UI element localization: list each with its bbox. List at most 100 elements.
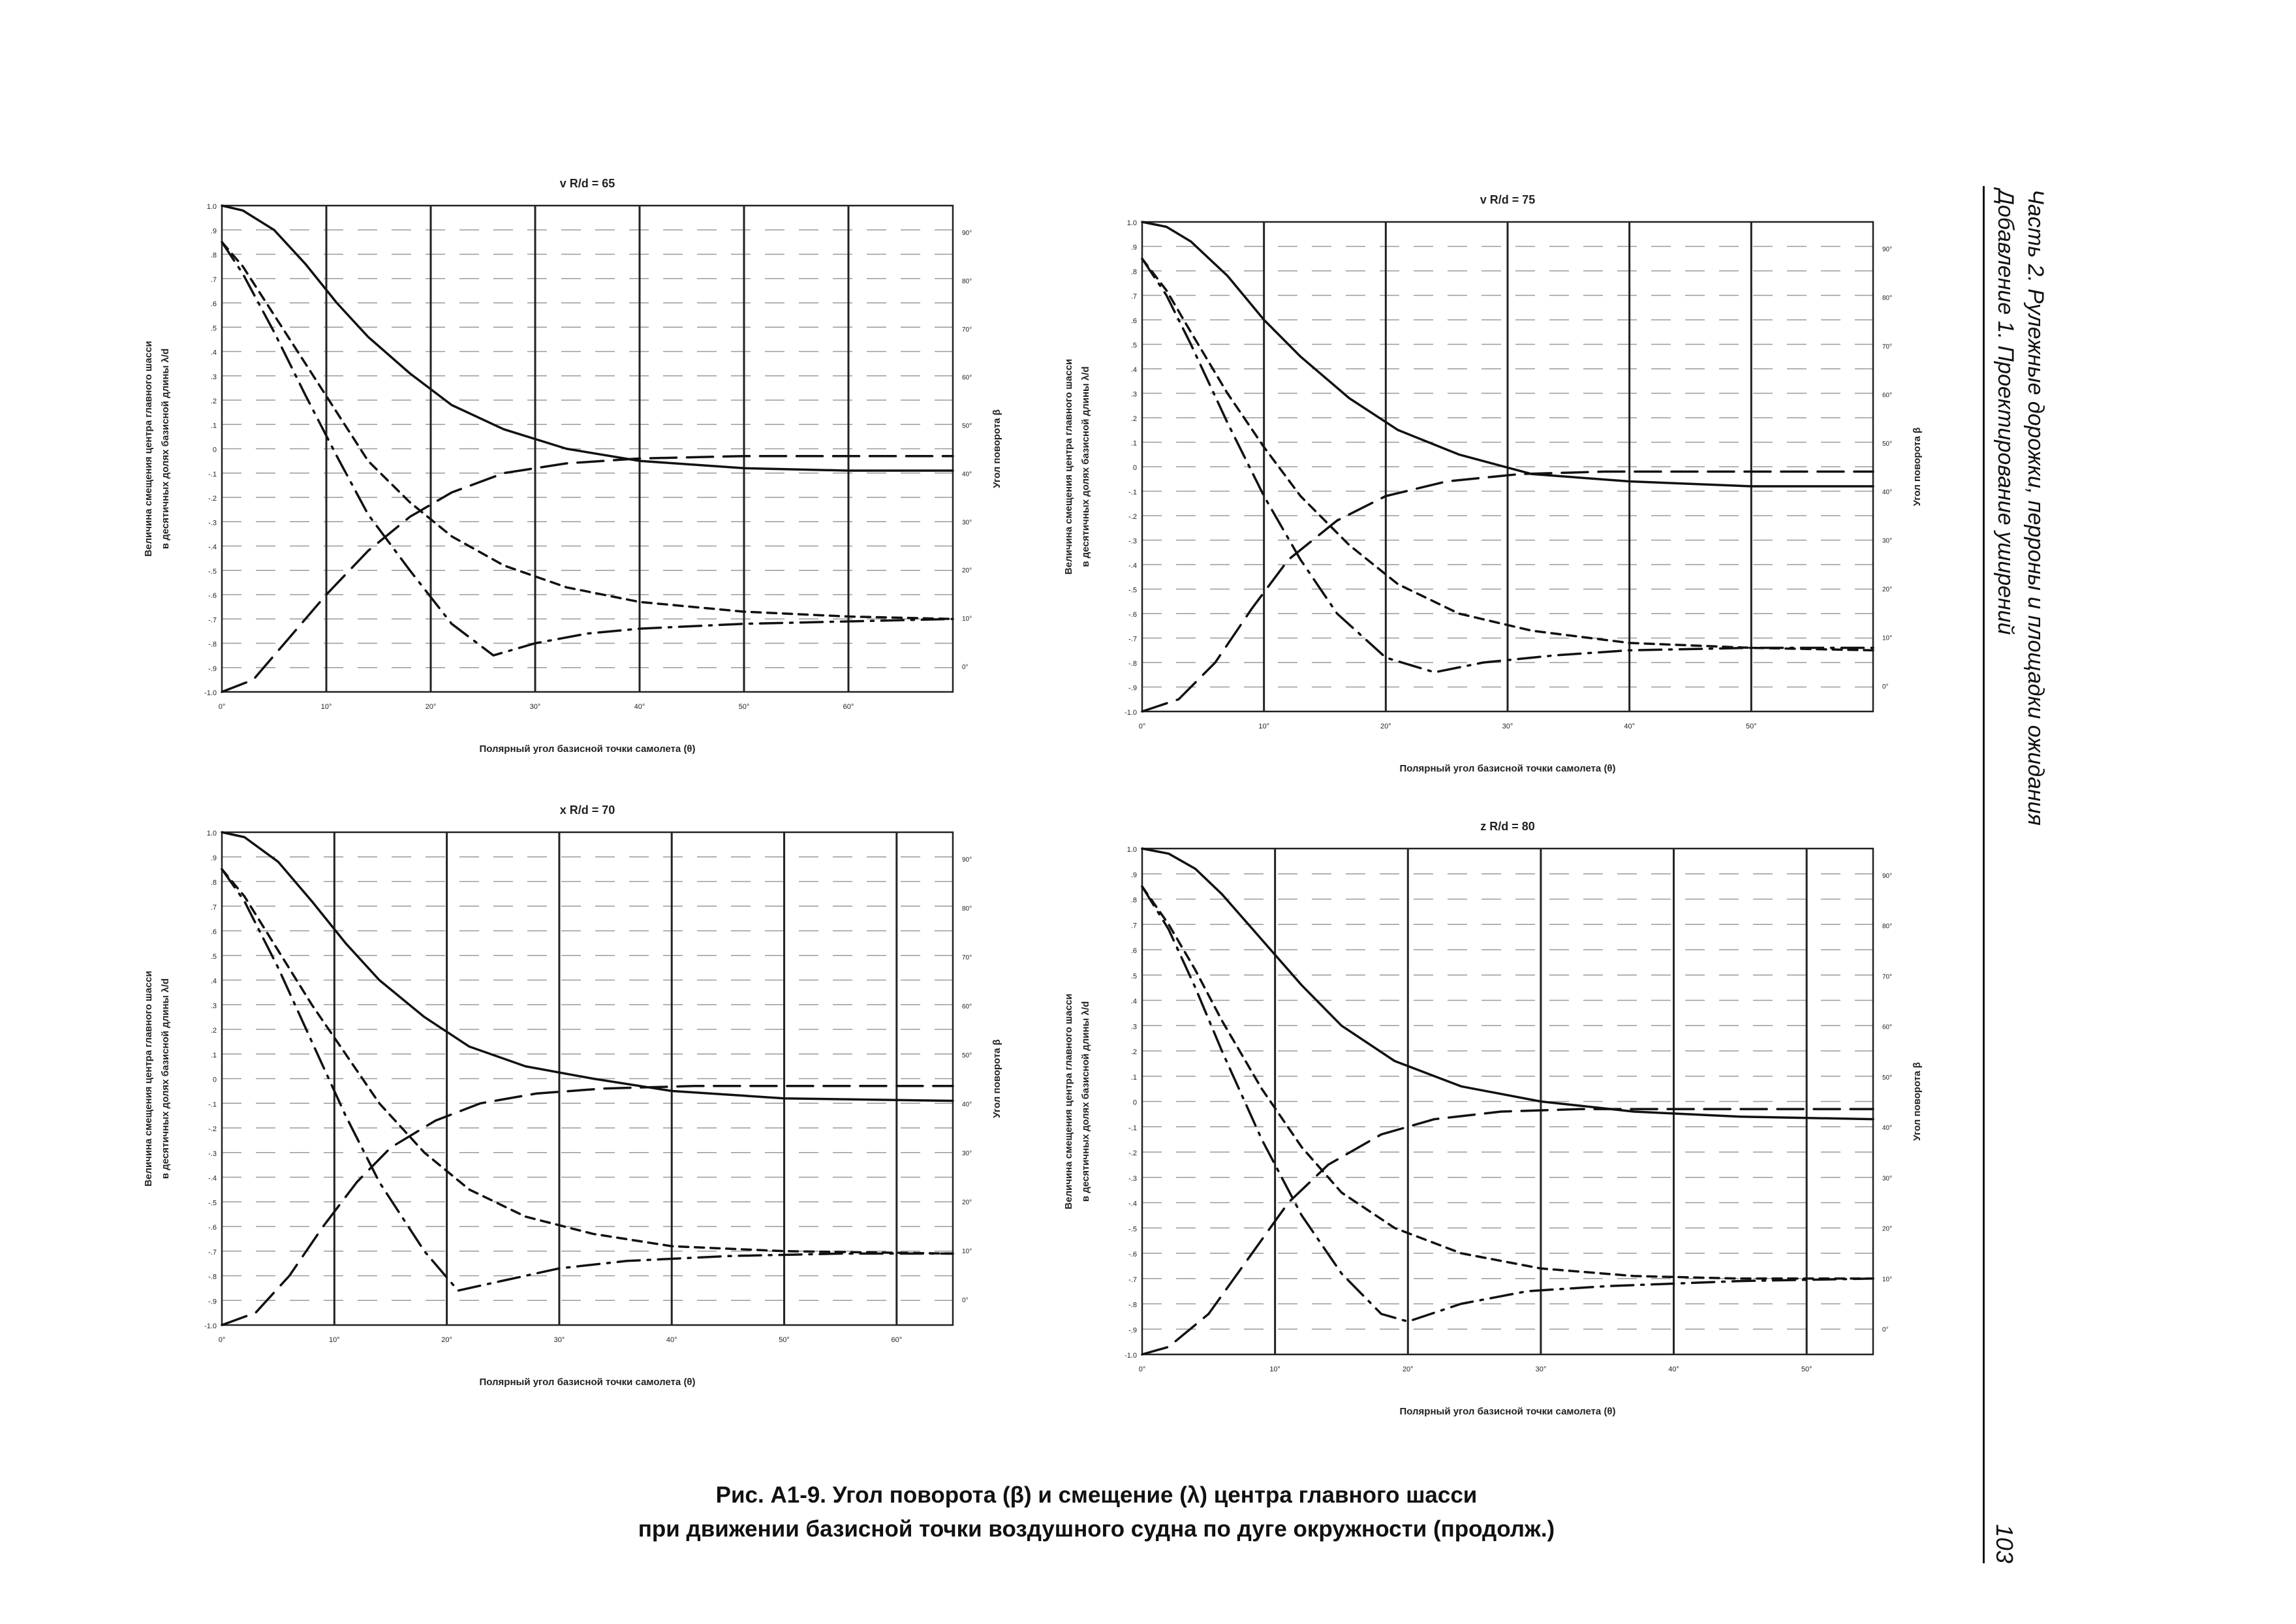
series-line-dashed-long <box>221 454 954 693</box>
y-tick-label: .3 <box>211 1002 217 1010</box>
x-tick-label: 0° <box>1139 723 1146 730</box>
y-tick-label: -.6 <box>208 1224 217 1232</box>
y-tick-label: .1 <box>1131 1074 1137 1082</box>
y2-tick-label: 60° <box>1882 392 1892 399</box>
x-tick-label: 50° <box>739 703 750 711</box>
y-tick-label: .4 <box>1131 366 1137 374</box>
x-tick-label: 50° <box>779 1336 790 1344</box>
y2-tick-label: 10° <box>962 1248 972 1255</box>
y-tick-label: -.3 <box>1128 1175 1137 1183</box>
x-tick-label: 40° <box>1624 723 1635 730</box>
y2-tick-label: 90° <box>962 230 972 237</box>
y-tick-label: -.2 <box>1128 513 1137 521</box>
x-tick-label: 40° <box>634 703 645 711</box>
y-tick-label: .8 <box>1131 897 1137 905</box>
y2-tick-label: 90° <box>1882 246 1892 253</box>
y2-axis-label: Угол поворота β <box>991 1039 1002 1118</box>
y2-tick-label: 30° <box>1882 1175 1892 1182</box>
plot-frame <box>1141 221 1874 713</box>
y2-tick-label: 0° <box>1882 1326 1889 1334</box>
y-axis-label-line-1: Величина смещения центра главного шасси <box>143 971 154 1186</box>
y-tick-label: 0 <box>213 446 217 454</box>
y2-tick-label: 80° <box>962 905 972 913</box>
page-number: 103 <box>1991 1524 2018 1564</box>
figure-caption: Рис. А1-9. Угол поворота (β) и смещение … <box>365 1478 1827 1546</box>
x-tick-label: 10° <box>321 703 332 711</box>
y-tick-label: -.9 <box>208 1298 217 1305</box>
y-tick-label: -.4 <box>208 1175 217 1183</box>
x-tick-label: 10° <box>329 1336 340 1344</box>
y2-tick-label: 80° <box>962 278 972 285</box>
y-tick-label: .9 <box>1131 871 1137 879</box>
y2-tick-label: 50° <box>1882 441 1892 448</box>
y-tick-label: .7 <box>1131 922 1137 929</box>
plot-frame <box>1141 847 1874 1356</box>
y-tick-label: .5 <box>1131 973 1137 980</box>
chart-2: 1.0 .9 .8 .7 .6 .5 .4 .3 .2 .1 0 -.1 -.2 -.3 -.4 -.5 -.6… <box>1063 193 1923 774</box>
y-tick-label: -.9 <box>1128 1326 1137 1334</box>
series-line-dash-dot <box>221 241 954 657</box>
chart-title: v R/d = 75 <box>1480 193 1536 206</box>
y-tick-label: -.9 <box>1128 685 1137 693</box>
y-tick-label: .4 <box>1131 998 1137 1006</box>
series-line-dash-dot <box>1141 257 1874 674</box>
y-tick-label: -.9 <box>208 665 217 673</box>
x-tick-label: 50° <box>1801 1366 1812 1373</box>
series-line-dashed-short <box>1141 885 1874 1280</box>
y2-axis-label: Угол поворота β <box>991 409 1002 488</box>
y2-tick-label: 40° <box>1882 489 1892 496</box>
x-tick-label: 30° <box>530 703 541 711</box>
y-axis-label-line-1: Величина смещения центра главного шасси <box>1063 993 1074 1209</box>
y-tick-label: .8 <box>211 252 217 260</box>
y2-tick-label: 50° <box>1882 1074 1892 1082</box>
y2-tick-label: 0° <box>1882 683 1889 691</box>
y-tick-label: -.2 <box>208 1125 217 1133</box>
y2-tick-label: 20° <box>1882 586 1892 593</box>
y2-tick-label: 80° <box>1882 294 1892 302</box>
y-tick-label: -.1 <box>1128 489 1137 497</box>
y-tick-label: -.6 <box>208 592 217 600</box>
y-tick-label: .8 <box>1131 268 1137 276</box>
y-tick-label: -.4 <box>1128 1200 1137 1208</box>
y-tick-label: -.1 <box>1128 1124 1137 1132</box>
plot-frame <box>221 204 954 693</box>
y-tick-label: -.2 <box>1128 1149 1137 1157</box>
y-tick-label: .2 <box>211 1027 217 1035</box>
y-tick-label: -1.0 <box>204 689 217 697</box>
y-tick-label: -.4 <box>208 544 217 552</box>
y-tick-label: -.7 <box>1128 1276 1137 1284</box>
x-tick-label: 60° <box>892 1336 903 1344</box>
chart-title: x R/d = 70 <box>560 804 615 817</box>
y2-axis-label: Угол поворота β <box>1912 428 1923 507</box>
y-tick-label: -.3 <box>208 519 217 527</box>
y2-tick-label: 40° <box>962 471 972 478</box>
y-tick-label: -.5 <box>1128 1225 1137 1233</box>
x-tick-label: 20° <box>1380 723 1391 730</box>
y-tick-label: -.6 <box>1128 1251 1137 1258</box>
y2-tick-label: 70° <box>962 954 972 961</box>
y-tick-label: -.5 <box>1128 587 1137 595</box>
y-tick-label: .6 <box>1131 317 1137 325</box>
y2-axis-label: Угол поворота β <box>1912 1062 1923 1141</box>
x-tick-label: 0° <box>219 1336 226 1344</box>
series-line-dash-dot <box>1141 885 1874 1323</box>
y-tick-label: .9 <box>1131 244 1137 252</box>
y-tick-label: .1 <box>1131 440 1137 448</box>
y-tick-label: -.5 <box>208 1199 217 1207</box>
y-tick-label: .5 <box>1131 342 1137 350</box>
y2-tick-label: 90° <box>962 856 972 864</box>
chart-title: v R/d = 65 <box>560 177 615 190</box>
header-rule <box>1983 186 1985 1563</box>
y-tick-label: .4 <box>211 349 217 357</box>
y-tick-label: 1.0 <box>1127 219 1137 227</box>
y-tick-label: .7 <box>211 276 217 284</box>
y-tick-label: -.3 <box>1128 538 1137 546</box>
x-tick-label: 30° <box>1502 723 1513 730</box>
y2-tick-label: 10° <box>1882 635 1892 642</box>
y-tick-label: .6 <box>211 928 217 936</box>
chart-4: 1.0 .9 .8 .7 .6 .5 .4 .3 .2 .1 0 -.1 -.2 -.3 -.4 -.5 -.6… <box>1063 820 1923 1417</box>
x-tick-label: 20° <box>426 703 437 711</box>
y2-tick-label: 60° <box>1882 1024 1892 1031</box>
y-axis-label-line-1: Величина смещения центра главного шасси <box>143 341 154 556</box>
